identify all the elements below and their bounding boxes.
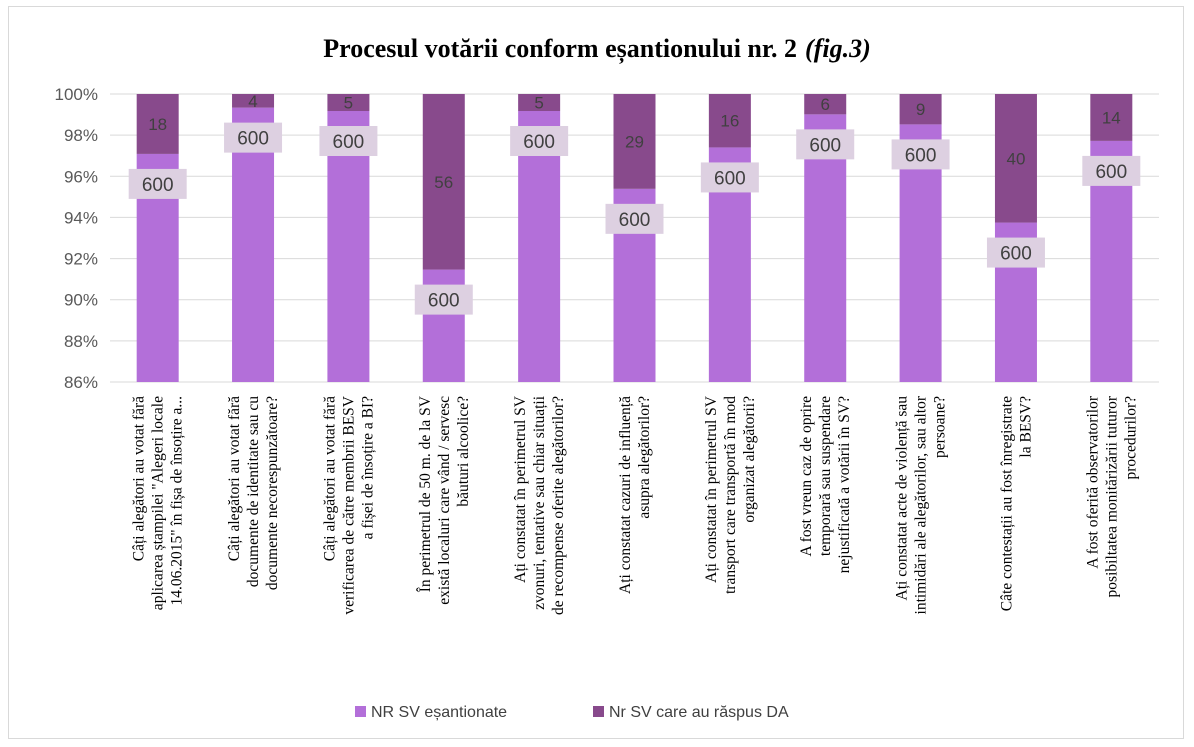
- data-label-raspuns-da: 5: [534, 94, 543, 113]
- bar-segment-raspuns-da: [422, 94, 465, 270]
- category-label: Câte contestații au fost înregistrate la …: [998, 396, 1034, 611]
- svg-text:Câte contestații au fost înreg: Câte contestații au fost înregistrate la …: [998, 396, 1034, 611]
- bar-segment-raspuns-da: [994, 94, 1037, 223]
- bar-segment-raspuns-da: [518, 94, 561, 112]
- chart-title: Procesul votării conform eșantionului nr…: [323, 34, 870, 64]
- data-label-box: [510, 126, 569, 157]
- chart-title-main: Procesul votării conform eșantionului nr…: [323, 34, 797, 64]
- y-tick-label: 94%: [64, 208, 98, 227]
- data-label-box: [986, 237, 1045, 268]
- data-label-esantionate: 600: [905, 145, 937, 166]
- data-label-box: [605, 203, 664, 234]
- bar-segment-raspuns-da: [232, 94, 275, 108]
- data-label-esantionate: 600: [1000, 244, 1032, 265]
- bar-segment-raspuns-da: [899, 94, 942, 125]
- category-label: Ați constatat în perimetrul SV zvonuri, t…: [512, 395, 567, 615]
- bar-segment-esantionate: [327, 111, 370, 382]
- legend-swatch-raspuns-da: [593, 706, 604, 717]
- category-label: Ați constatat în perimetrul SV transport …: [703, 395, 758, 594]
- data-label-esantionate: 600: [333, 132, 365, 153]
- y-tick-label: 96%: [64, 167, 98, 186]
- svg-text:În perimetrul de 50 m. de la S: În perimetrul de 50 m. de la SV există lo…: [417, 395, 472, 605]
- y-tick-label: 98%: [64, 126, 98, 145]
- category-label: Câți alegători au votat fără documente de…: [226, 396, 281, 590]
- data-label-esantionate: 600: [619, 210, 651, 231]
- data-label-esantionate: 600: [142, 175, 174, 196]
- data-label-esantionate: 600: [237, 129, 269, 150]
- x-axis-category-labels: Câți alegători au votat fără aplicarea șt…: [131, 395, 1140, 615]
- category-label: A fost vreun caz de oprire temporară sau …: [798, 396, 853, 573]
- bar-segment-esantionate: [232, 107, 275, 382]
- data-label-raspuns-da: 5: [344, 94, 353, 113]
- category-label: Câți alegători au votat fără aplicarea șt…: [131, 396, 186, 610]
- bar-segment-raspuns-da: [613, 94, 656, 189]
- data-label-raspuns-da: 18: [148, 115, 167, 134]
- y-tick-label: 92%: [64, 250, 98, 269]
- category-label: În perimetrul de 50 m. de la SV există lo…: [417, 395, 472, 605]
- data-labels: 18 600 4 600 5 600 56 600 5 600 29 600 16 600 6 600 9 600…: [128, 92, 1141, 315]
- legend: NR SV eșantionate Nr SV care au răspus DA: [355, 704, 789, 721]
- data-label-box: [319, 126, 378, 157]
- bar-segment-raspuns-da: [327, 94, 370, 112]
- data-label-esantionate: 600: [428, 291, 460, 312]
- category-label: Ați constatat acte de violență sau intimi…: [894, 395, 949, 614]
- data-label-raspuns-da: 9: [916, 100, 925, 119]
- stacked-bar-chart: Procesul votării conform eșantionului nr…: [55, 34, 1159, 721]
- data-label-raspuns-da: 14: [1102, 108, 1121, 127]
- data-label-box: [700, 162, 759, 193]
- data-label-esantionate: 600: [1095, 162, 1127, 183]
- data-label-esantionate: 600: [714, 168, 746, 189]
- bar-segment-raspuns-da: [708, 94, 751, 148]
- y-tick-label: 100%: [55, 85, 98, 104]
- category-label: Câți alegători au votat fără verificarea …: [321, 395, 376, 614]
- svg-text:Ați constatat cazuri de influe: Ați constatat cazuri de influență asupra …: [617, 396, 653, 594]
- data-label-raspuns-da: 56: [434, 173, 453, 192]
- data-label-box: [1082, 155, 1141, 186]
- data-label-esantionate: 600: [523, 132, 555, 153]
- data-label-box: [224, 122, 283, 153]
- bars: [136, 94, 1133, 383]
- data-label-raspuns-da: 40: [1006, 149, 1025, 168]
- data-label-esantionate: 600: [809, 135, 841, 156]
- bar-segment-raspuns-da: [1090, 94, 1133, 141]
- svg-text:Ați constatat acte de violență: Ați constatat acte de violență sau intimi…: [894, 395, 949, 614]
- y-tick-label: 86%: [64, 373, 98, 392]
- y-tick-label: 90%: [64, 291, 98, 310]
- data-label-box: [796, 129, 855, 160]
- bar-segment-raspuns-da: [136, 94, 179, 154]
- chart-frame: Procesul votării conform eșantionului nr…: [8, 6, 1184, 739]
- data-label-raspuns-da: 16: [720, 112, 739, 131]
- data-label-box: [128, 168, 187, 199]
- bar-segment-esantionate: [518, 111, 561, 382]
- data-label-raspuns-da: 6: [820, 95, 829, 114]
- y-tick-label: 88%: [64, 332, 98, 351]
- svg-text:Ați constatat în perimetrul SV: Ați constatat în perimetrul SV zvonuri, t…: [512, 395, 567, 615]
- category-label: Ați constatat cazuri de influență asupra …: [617, 396, 653, 594]
- legend-swatch-esantionate: [355, 706, 366, 717]
- y-axis-tick-labels: 86% 88% 90% 92% 94% 96% 98% 100%: [55, 85, 98, 392]
- svg-text:Ați constatat în perimetrul SV: Ați constatat în perimetrul SV transport …: [703, 395, 758, 594]
- data-label-raspuns-da: 29: [625, 132, 644, 151]
- category-label: A fost oferită observatorilor posibiltate…: [1084, 395, 1139, 597]
- chart-title-figure-ref: (fig.3): [805, 34, 871, 63]
- data-label-raspuns-da: 4: [248, 92, 257, 111]
- legend-label-raspuns-da: Nr SV care au răspus DA: [609, 704, 789, 721]
- data-label-box: [891, 139, 950, 170]
- legend-label-esantionate: NR SV eșantionate: [371, 704, 507, 721]
- data-label-box: [414, 284, 473, 315]
- bar-segment-raspuns-da: [804, 94, 847, 115]
